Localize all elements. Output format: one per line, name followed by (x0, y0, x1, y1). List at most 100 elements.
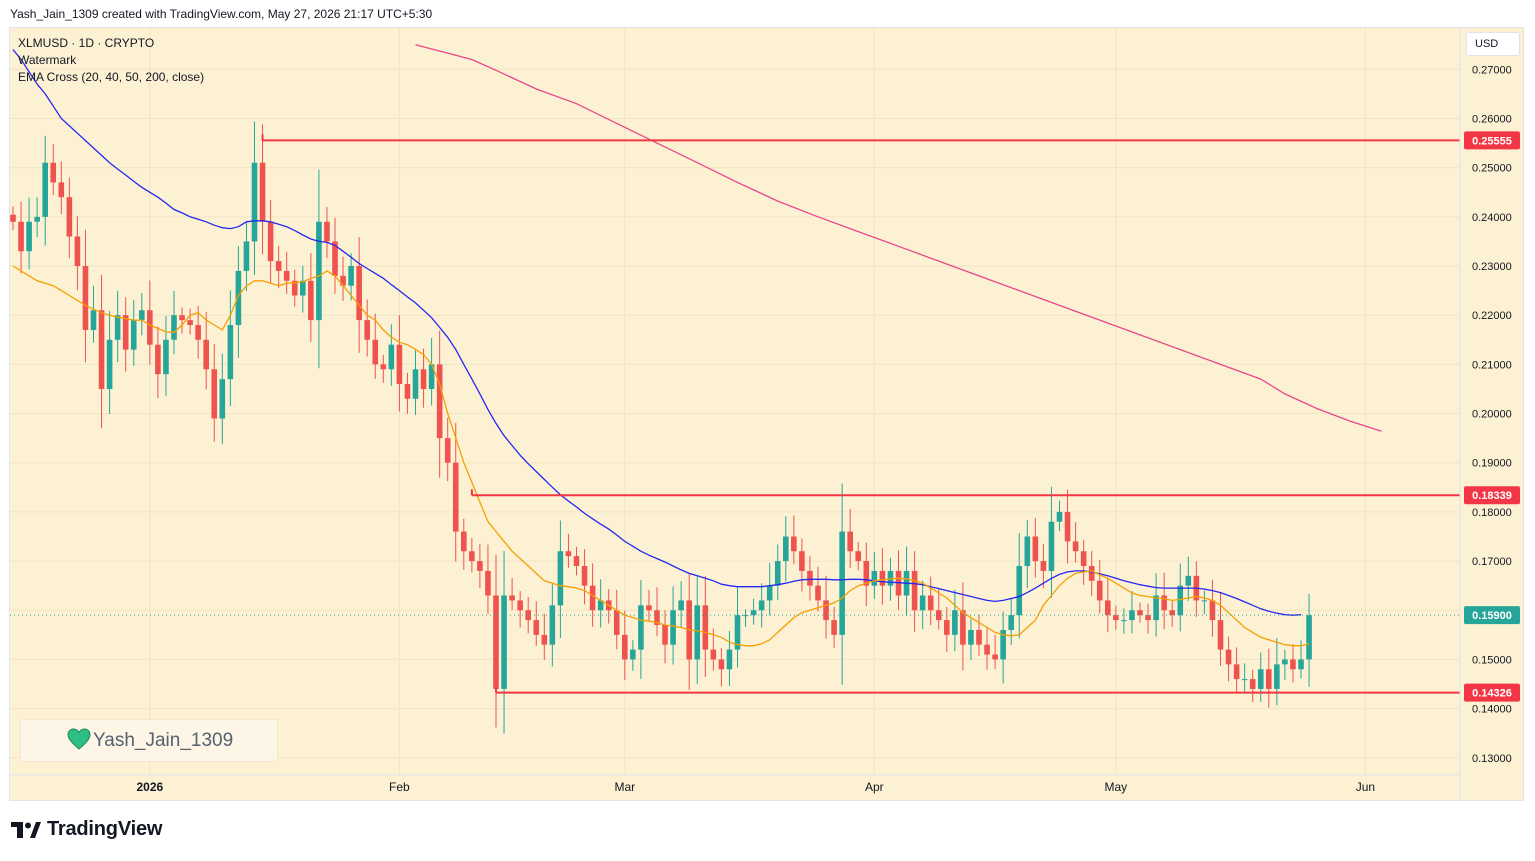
candle-body[interactable] (613, 610, 620, 635)
candle-body[interactable] (364, 320, 370, 340)
candle-body[interactable] (976, 629, 982, 645)
candle-body[interactable] (710, 649, 717, 660)
candle-body[interactable] (1113, 615, 1119, 621)
candle-body[interactable] (630, 649, 636, 660)
candle-body[interactable] (340, 275, 346, 286)
candle-body[interactable] (638, 605, 644, 650)
candle-body[interactable] (10, 214, 16, 222)
candle-body[interactable] (589, 585, 596, 611)
candle-body[interactable] (1282, 659, 1288, 665)
candle-body[interactable] (541, 634, 548, 645)
candle-body[interactable] (219, 379, 226, 419)
candle-body[interactable] (1088, 565, 1095, 581)
candle-body[interactable] (1266, 669, 1272, 689)
candle-body[interactable] (1249, 679, 1256, 689)
candle-body[interactable] (662, 625, 668, 645)
candle-body[interactable] (155, 344, 161, 375)
candle-body[interactable] (734, 615, 741, 650)
candle-body[interactable] (766, 585, 773, 601)
candle-body[interactable] (815, 585, 821, 601)
candle-body[interactable] (66, 197, 73, 237)
candle-body[interactable] (404, 384, 411, 399)
candle-body[interactable] (847, 531, 853, 552)
candle-body[interactable] (1177, 585, 1184, 616)
candle-body[interactable] (235, 270, 242, 326)
candle-body[interactable] (1032, 536, 1039, 562)
candle-body[interactable] (251, 162, 258, 242)
candle-body[interactable] (90, 310, 97, 330)
candle-body[interactable] (106, 339, 113, 389)
candle-body[interactable] (82, 266, 89, 330)
candle-body[interactable] (581, 565, 588, 586)
candle-body[interactable] (791, 536, 797, 552)
candle-body[interactable] (960, 610, 966, 645)
candle-body[interactable] (670, 610, 676, 645)
candle-body[interactable] (1306, 615, 1312, 660)
candle-body[interactable] (211, 369, 218, 419)
candle-body[interactable] (1241, 679, 1248, 681)
candle-body[interactable] (18, 221, 24, 252)
candle-body[interactable] (1153, 595, 1159, 621)
candle-body[interactable] (1016, 565, 1023, 616)
candle-body[interactable] (1024, 536, 1031, 566)
candle-body[interactable] (517, 600, 523, 611)
candle-body[interactable] (1209, 600, 1216, 621)
candle-body[interactable] (1072, 541, 1079, 552)
candle-body[interactable] (863, 561, 870, 586)
candle-body[interactable] (259, 162, 266, 222)
candle-body[interactable] (388, 344, 395, 370)
candle-body[interactable] (412, 369, 419, 399)
candle-body[interactable] (1008, 615, 1014, 630)
candle-body[interactable] (1000, 629, 1006, 660)
candle-body[interactable] (799, 551, 805, 571)
candle-body[interactable] (1298, 659, 1304, 670)
candle-body[interactable] (1169, 610, 1175, 616)
candle-body[interactable] (927, 595, 934, 611)
candle-body[interactable] (34, 216, 40, 222)
candle-body[interactable] (493, 595, 499, 689)
candle-body[interactable] (58, 182, 65, 198)
candle-body[interactable] (130, 320, 137, 350)
candle-body[interactable] (203, 339, 209, 370)
candle-body[interactable] (485, 570, 491, 596)
candle-body[interactable] (509, 595, 515, 601)
candle-body[interactable] (1225, 649, 1232, 665)
candle-body[interactable] (114, 315, 121, 340)
candle-body[interactable] (1217, 620, 1224, 650)
candle-body[interactable] (831, 620, 837, 635)
candle-body[interactable] (26, 221, 32, 252)
candle-body[interactable] (654, 610, 660, 626)
candle-body[interactable] (122, 315, 129, 350)
candle-body[interactable] (1185, 575, 1192, 586)
candle-body[interactable] (919, 595, 926, 611)
candle-body[interactable] (98, 310, 105, 389)
candle-body[interactable] (694, 605, 701, 660)
candle-body[interactable] (316, 221, 322, 321)
candle-body[interactable] (267, 221, 274, 262)
candle-body[interactable] (992, 654, 998, 660)
candle-body[interactable] (469, 551, 475, 562)
candle-body[interactable] (461, 531, 467, 552)
candle-body[interactable] (428, 364, 435, 389)
candle-body[interactable] (718, 659, 725, 670)
candle-body[interactable] (477, 561, 483, 571)
candle-body[interactable] (227, 325, 234, 380)
candle-body[interactable] (1257, 669, 1264, 689)
tradingview-logo[interactable]: TradingView (11, 818, 162, 841)
candle-body[interactable] (855, 551, 862, 562)
candle-body[interactable] (911, 570, 918, 611)
candle-body[interactable] (187, 320, 193, 326)
candle-body[interactable] (1145, 615, 1151, 621)
candle-body[interactable] (944, 620, 950, 635)
candle-body[interactable] (1129, 610, 1135, 621)
candle-body[interactable] (622, 634, 628, 660)
candle-body[interactable] (452, 462, 459, 532)
legend-symbol[interactable]: XLMUSD · 1D · CRYPTO (18, 36, 155, 50)
candle-body[interactable] (291, 280, 298, 296)
candle-body[interactable] (1056, 511, 1063, 522)
candle-body[interactable] (1201, 600, 1208, 602)
candle-body[interactable] (839, 531, 845, 635)
candle-body[interactable] (50, 162, 57, 183)
candle-body[interactable] (420, 369, 427, 389)
candle-body[interactable] (243, 241, 250, 271)
